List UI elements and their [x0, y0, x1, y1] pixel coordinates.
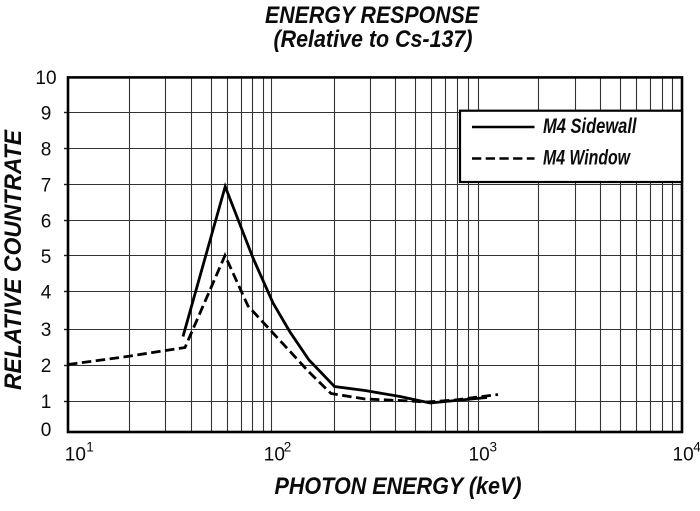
svg-text:M4 Sidewall: M4 Sidewall — [543, 115, 637, 138]
svg-text:10: 10 — [264, 444, 285, 465]
svg-text:10: 10 — [65, 444, 86, 465]
svg-text:10: 10 — [35, 68, 56, 89]
svg-text:7: 7 — [41, 175, 52, 196]
svg-text:10: 10 — [673, 444, 694, 465]
svg-text:2: 2 — [284, 440, 292, 455]
svg-text:0: 0 — [41, 420, 52, 441]
svg-text:3: 3 — [41, 320, 52, 341]
svg-text:RELATIVE COUNTRATE: RELATIVE COUNTRATE — [0, 129, 27, 390]
svg-text:10: 10 — [469, 444, 490, 465]
svg-text:9: 9 — [41, 104, 52, 125]
svg-text:(Relative to Cs-137): (Relative to Cs-137) — [274, 26, 473, 53]
svg-text:1: 1 — [86, 440, 94, 455]
svg-text:8: 8 — [41, 140, 52, 161]
svg-text:PHOTON ENERGY (keV): PHOTON ENERGY (keV) — [275, 473, 522, 500]
svg-text:2: 2 — [41, 356, 52, 377]
svg-text:5: 5 — [41, 247, 52, 268]
svg-text:6: 6 — [41, 211, 52, 232]
svg-text:1: 1 — [41, 392, 52, 413]
svg-text:M4 Window: M4 Window — [543, 147, 631, 170]
svg-text:ENERGY RESPONSE: ENERGY RESPONSE — [265, 2, 480, 29]
svg-text:3: 3 — [490, 440, 498, 455]
svg-text:4: 4 — [693, 440, 700, 455]
svg-text:4: 4 — [41, 283, 52, 304]
